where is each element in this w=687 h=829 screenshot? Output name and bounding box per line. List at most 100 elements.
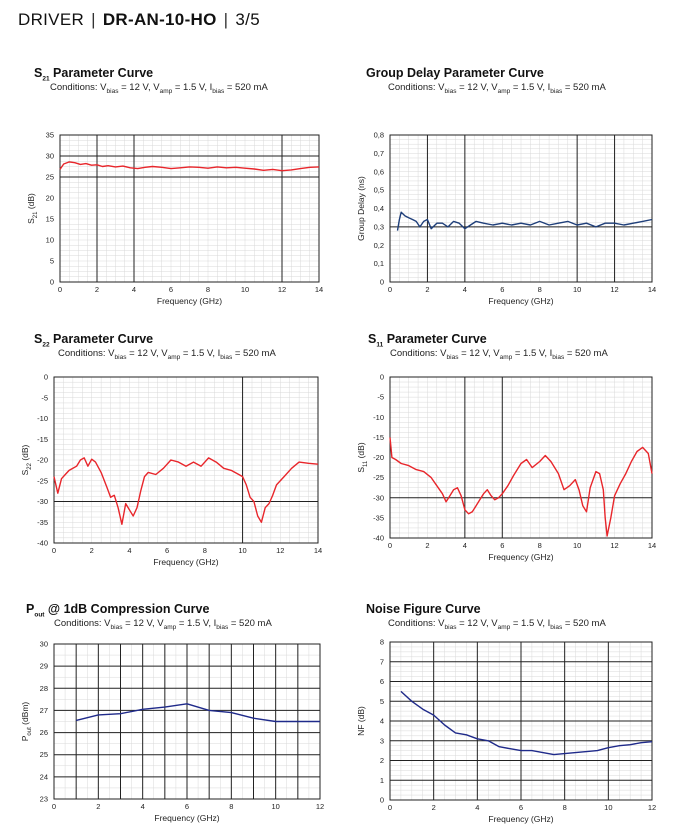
chart-conditions: Conditions: Vbias = 12 V, Vamp = 1.5 V, … (54, 618, 272, 631)
y-axis-label-unit: (dB) (356, 442, 366, 461)
y-axis-label: S22 (dB) (20, 444, 33, 475)
series-line (76, 703, 320, 723)
x-tick-label: 14 (648, 541, 656, 550)
y-axis-label-main: Group Delay (ns) (356, 176, 366, 241)
page-number: 3/5 (235, 10, 260, 29)
x-tick-label: 0 (388, 285, 392, 294)
y-tick-label: 0,4 (374, 204, 384, 213)
x-tick-label: 8 (563, 803, 567, 812)
y-axis-label-sub: 11 (363, 460, 369, 467)
x-tick-label: 2 (425, 285, 429, 294)
y-axis-label-main: S (20, 469, 30, 475)
panel-group-delay: Group Delay Parameter Curve Conditions: … (352, 66, 672, 316)
grid (54, 377, 318, 543)
x-tick-label: 2 (90, 546, 94, 555)
chart-conditions: Conditions: Vbias = 12 V, Vamp = 1.5 V, … (50, 82, 268, 95)
y-tick-label: -40 (37, 539, 48, 548)
x-tick-label: 6 (165, 546, 169, 555)
y-tick-label: 25 (40, 750, 48, 759)
plot-frame (389, 376, 653, 539)
x-tick-label: 0 (52, 802, 56, 811)
y-tick-label: 35 (46, 131, 54, 140)
y-tick-label: 0 (380, 278, 384, 287)
y-tick-label: -10 (37, 414, 48, 423)
x-tick-label: 4 (141, 802, 145, 811)
panel-noise-figure: Noise Figure Curve Conditions: Vbias = 1… (352, 602, 672, 829)
plot-frame (53, 376, 319, 544)
series-line (389, 437, 653, 537)
grid (390, 642, 652, 800)
y-tick-label: -20 (373, 453, 384, 462)
y-tick-label: 0,7 (374, 149, 384, 158)
y-tick-label: 0 (380, 373, 384, 382)
x-tick-label: 8 (229, 802, 233, 811)
x-tick-label: 12 (648, 803, 656, 812)
y-tick-label: -10 (373, 413, 384, 422)
header-separator: | (91, 10, 96, 29)
x-axis-label: Frequency (GHz) (488, 814, 553, 824)
y-tick-label: 4 (380, 717, 384, 726)
chart-s21: 0 2 4 6 8 10 12 14 0 5 10 15 20 25 30 35 Frequency (GHz)… (26, 131, 323, 307)
x-tick-label: 12 (276, 546, 284, 555)
y-axis-label: NF (dB) (356, 706, 366, 736)
chart-title: Group Delay Parameter Curve (366, 66, 544, 80)
x-tick-label: 12 (610, 541, 618, 550)
y-tick-label: 0 (380, 796, 384, 805)
y-axis-label-main: S (26, 218, 36, 224)
y-tick-label: 27 (40, 706, 48, 715)
y-tick-label: 0,2 (374, 241, 384, 250)
y-tick-label: 25 (46, 173, 54, 182)
y-axis-label: S11 (dB) (356, 442, 369, 472)
x-tick-label: 10 (573, 541, 581, 550)
y-tick-label: 6 (380, 677, 384, 686)
x-tick-label: 12 (278, 285, 286, 294)
x-tick-label: 0 (388, 803, 392, 812)
y-tick-label: -5 (377, 393, 384, 402)
plot-frame (59, 134, 320, 283)
x-tick-label: 10 (604, 803, 612, 812)
y-tick-label: 10 (46, 236, 54, 245)
x-tick-label: 8 (538, 285, 542, 294)
plot-frame (389, 134, 653, 283)
y-axis-label-unit: (dB) (26, 193, 36, 212)
y-tick-label: 28 (40, 684, 48, 693)
y-tick-label: 7 (380, 657, 384, 666)
y-axis-label-unit: (dBm) (20, 702, 30, 728)
grid (54, 644, 320, 799)
panel-s21: S21 Parameter Curve Conditions: Vbias = … (18, 66, 338, 316)
x-tick-label: 4 (463, 541, 467, 550)
x-tick-label: 10 (241, 285, 249, 294)
chart-title: S21 Parameter Curve (34, 66, 154, 83)
x-tick-label: 4 (127, 546, 131, 555)
x-tick-label: 2 (96, 802, 100, 811)
x-tick-label: 12 (316, 802, 324, 811)
chart-s11: 0 2 4 6 8 10 12 14 0 -5 -10 -15 -20 -25 -30 -35 -40 Frequ… (356, 373, 656, 563)
y-tick-label: 1 (380, 776, 384, 785)
y-axis-label-main: P (20, 735, 30, 741)
series-line (59, 161, 320, 172)
header-separator: | (223, 10, 229, 29)
y-axis-label-main: NF (dB) (356, 706, 366, 736)
y-axis-label-sub: 21 (33, 211, 39, 218)
series-line (400, 690, 653, 756)
y-axis-label-sub: out (27, 727, 33, 736)
series-line (53, 457, 319, 525)
y-tick-label: -25 (373, 473, 384, 482)
y-tick-label: 15 (46, 215, 54, 224)
y-tick-label: 20 (46, 194, 54, 203)
y-axis-label: Group Delay (ns) (356, 176, 366, 241)
y-tick-label: 2 (380, 756, 384, 765)
chart-title: S11 Parameter Curve (368, 332, 487, 349)
x-tick-label: 10 (573, 285, 581, 294)
x-tick-label: 6 (169, 285, 173, 294)
x-axis-label: Frequency (GHz) (488, 296, 553, 306)
x-tick-label: 14 (314, 546, 322, 555)
x-tick-label: 0 (388, 541, 392, 550)
x-tick-label: 6 (185, 802, 189, 811)
chart-title: S22 Parameter Curve (34, 332, 154, 349)
y-tick-label: -40 (373, 534, 384, 543)
panel-p1db: Pout @ 1dB Compression Curve Conditions:… (18, 602, 338, 829)
x-tick-label: 2 (95, 285, 99, 294)
chart-conditions: Conditions: Vbias = 12 V, Vamp = 1.5 V, … (388, 82, 606, 95)
